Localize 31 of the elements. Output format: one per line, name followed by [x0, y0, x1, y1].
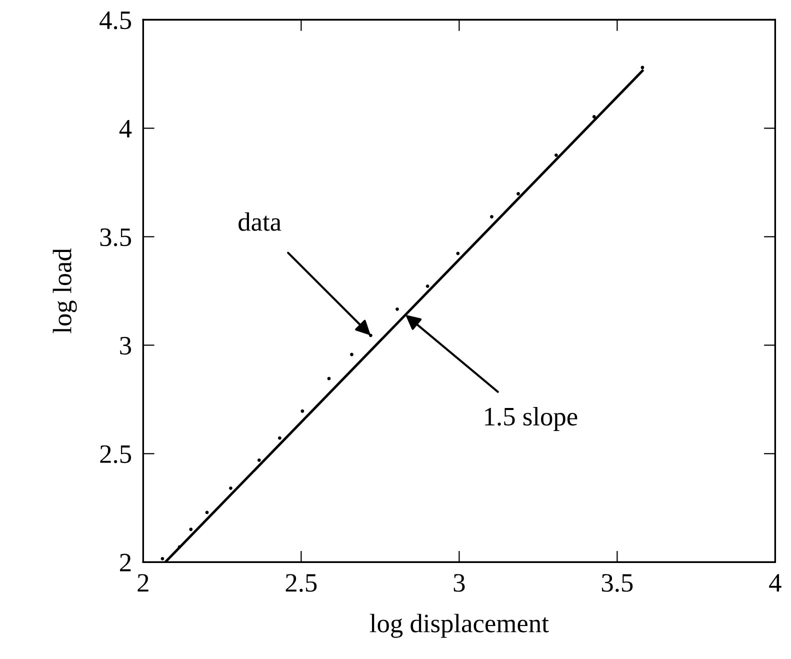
point — [516, 192, 520, 196]
y-tick-label: 4.5 — [100, 12, 132, 30]
y-tick-label: 3.5 — [100, 228, 132, 246]
point — [160, 556, 164, 560]
y-tick-label: 2 — [120, 554, 131, 572]
x-tick-label: 2 — [138, 574, 148, 592]
annotation: 1.5 slope — [485, 407, 578, 431]
point — [396, 307, 399, 311]
point — [278, 436, 282, 440]
x-axis-title: log displacement — [370, 614, 549, 638]
x-tick-label: 2.5 — [286, 574, 317, 592]
point — [229, 486, 232, 490]
x-tick-label: 3 — [454, 574, 465, 592]
y-tick-label: 3 — [120, 336, 132, 355]
point — [554, 153, 558, 157]
y-tick-label: 4 — [119, 120, 132, 138]
x-tick-label: 3.5 — [602, 574, 633, 592]
point — [350, 352, 354, 356]
point — [592, 115, 596, 118]
point — [300, 409, 304, 413]
point — [189, 528, 193, 532]
point — [368, 334, 372, 338]
y-tick-label: 2.5 — [100, 445, 132, 464]
point — [490, 215, 494, 218]
x-tick-label: 4 — [769, 574, 782, 592]
point — [456, 252, 460, 256]
point — [327, 376, 331, 380]
point — [426, 284, 430, 288]
point — [257, 458, 261, 462]
annotation: data — [238, 212, 282, 231]
y-axis-title: log load — [52, 248, 77, 334]
